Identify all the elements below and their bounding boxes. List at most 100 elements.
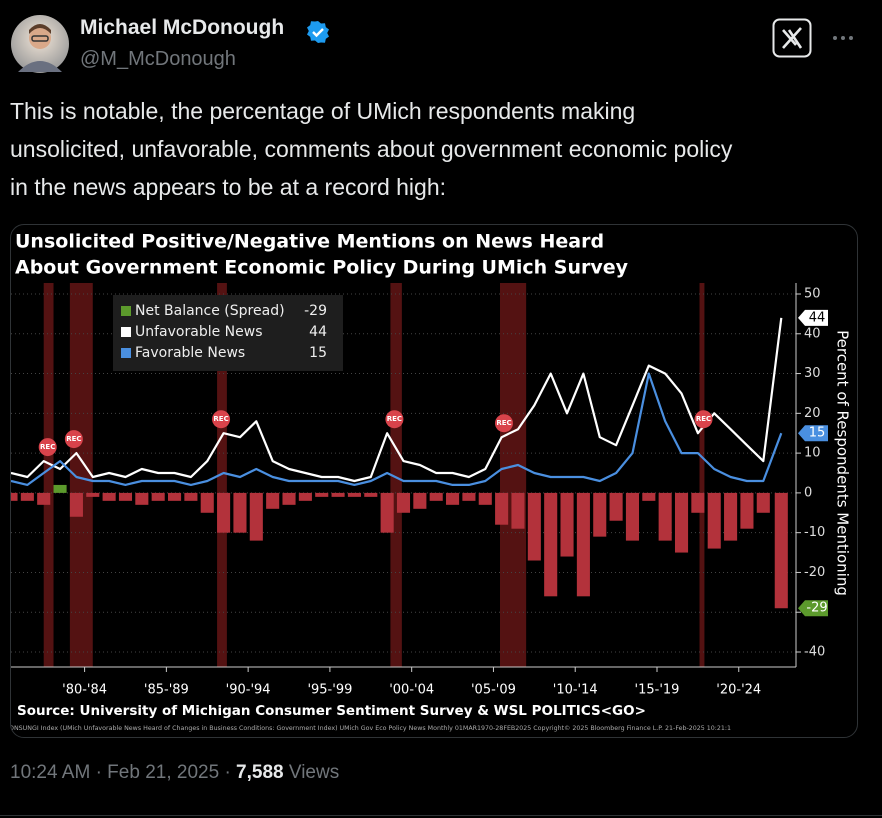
legend-swatch [121, 306, 131, 316]
value-badge [798, 600, 828, 617]
net-bar [642, 492, 656, 501]
avatar[interactable] [10, 14, 70, 74]
tweet-text: This is notable, the percentage of UMich… [10, 98, 636, 124]
x-tick-label: '90-'94 [226, 683, 271, 698]
date[interactable]: Feb 21, 2025 [107, 762, 220, 783]
net-bar [593, 492, 607, 537]
net-bar [298, 492, 312, 501]
rec-label: REC [66, 435, 81, 443]
y-tick-label: 0 [804, 485, 812, 500]
y-tick-label: -20 [804, 565, 825, 580]
net-bar [560, 492, 574, 557]
separator: · [95, 762, 102, 783]
net-bar [315, 492, 329, 497]
net-bar [740, 492, 754, 529]
recession-band [390, 283, 402, 667]
recession-band [69, 283, 93, 667]
net-bar [724, 492, 738, 541]
rec-badge [212, 410, 231, 429]
rec-label: REC [40, 443, 55, 451]
value-badge-label: 15 [809, 426, 826, 441]
value-badge [798, 425, 828, 442]
grok-button[interactable] [772, 18, 812, 58]
rec-badge [38, 438, 57, 457]
y-tick-label: -10 [804, 525, 825, 540]
net-bar [11, 492, 18, 501]
time[interactable]: 10:24 AM [10, 762, 91, 783]
legend-value: -29 [304, 303, 327, 319]
net-bar [527, 492, 541, 561]
net-bar [282, 492, 296, 505]
rec-label: REC [696, 415, 711, 423]
net-bar [658, 492, 672, 541]
chart: Unsolicited Positive/Negative Mentions o… [11, 231, 852, 732]
view-count: 7,588 [236, 762, 284, 783]
net-bar [495, 492, 509, 525]
rec-label: REC [213, 415, 228, 423]
net-bar [217, 492, 231, 533]
net-bar [609, 492, 623, 521]
net-bar [118, 492, 133, 501]
footnote: ONSUNGI Index (UMich Unfavorable News He… [11, 724, 731, 732]
net-bar [674, 492, 689, 553]
net-bar [511, 492, 525, 529]
series-line [11, 317, 783, 483]
net-bar [168, 492, 182, 501]
net-bar [462, 492, 476, 501]
net-bar [380, 492, 394, 533]
net-bar [774, 492, 788, 609]
tweet-text: unsolicited, unfavorable, comments about… [10, 136, 733, 162]
rec-badge [64, 430, 83, 449]
net-bar [544, 492, 558, 597]
media-card[interactable]: Unsolicited Positive/Negative Mentions o… [10, 224, 858, 738]
y-tick-label: 30 [804, 366, 821, 381]
net-bar [413, 492, 427, 509]
x-tick-label: '00-'04 [389, 683, 434, 698]
series-line [11, 372, 783, 486]
rec-label: REC [387, 415, 402, 423]
x-tick-label: '80-'84 [62, 683, 107, 698]
net-bar [86, 492, 100, 497]
x-tick-label: '85-'89 [144, 683, 189, 698]
recession-band [43, 283, 54, 667]
more-button[interactable] [830, 28, 856, 48]
y-tick-label: 20 [804, 406, 821, 421]
y-axis-label: Percent of Respondents Mentioning [834, 330, 852, 596]
divider [0, 815, 882, 816]
net-bar [233, 492, 247, 533]
net-bar [576, 492, 590, 597]
x-tick-label: '20-'24 [716, 683, 761, 698]
net-bar [184, 492, 198, 501]
net-bar [691, 492, 705, 513]
net-bar [347, 492, 361, 497]
value-badge [798, 309, 828, 326]
net-bar [429, 492, 443, 501]
legend-value: 44 [309, 324, 327, 340]
x-tick-label: '15-'19 [635, 683, 680, 698]
author-name[interactable]: Michael McDonough [80, 16, 285, 39]
rec-badge [385, 410, 404, 429]
legend-label: Unfavorable News [135, 324, 262, 340]
net-bar [37, 492, 51, 505]
net-bar [69, 492, 83, 517]
recession-band [699, 283, 705, 667]
net-bar [20, 492, 34, 501]
tweet-meta: 10:24 AM · Feb 21, 2025 · 7,588 Views [10, 762, 339, 784]
verified-badge [307, 21, 329, 43]
net-bar [53, 484, 67, 493]
tweet-text: in the news appears to be at a record hi… [10, 174, 447, 200]
net-bar [364, 492, 378, 497]
views-label: Views [288, 762, 340, 783]
net-bar [135, 492, 149, 505]
net-bar [266, 492, 280, 509]
net-bar [756, 492, 770, 513]
value-badge-label: -29 [806, 601, 827, 616]
y-tick-label: 50 [804, 287, 821, 302]
author-handle[interactable]: @M_McDonough [80, 48, 236, 70]
legend-value: 15 [309, 345, 327, 361]
legend-box [113, 295, 343, 371]
net-bar [396, 492, 411, 513]
chart-title: Unsolicited Positive/Negative Mentions o… [15, 231, 604, 253]
chart-title: About Government Economic Policy During … [15, 257, 629, 279]
